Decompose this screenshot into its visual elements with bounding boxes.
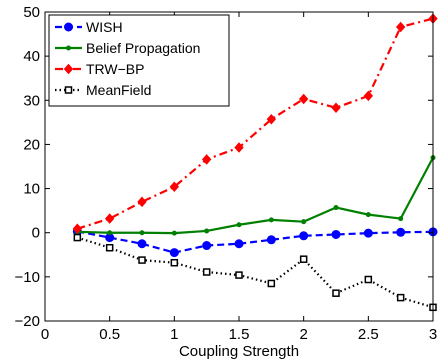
data-point (396, 227, 406, 237)
legend-label: Belief Propagation (86, 40, 200, 56)
legend-label: TRW−BP (86, 61, 144, 77)
data-point (398, 216, 404, 222)
ticks-layer (44, 11, 434, 322)
legend-marker (66, 45, 71, 51)
series-0 (72, 226, 438, 258)
y-tick-label: 20 (23, 136, 40, 153)
x-tick-label: 2.5 (358, 326, 379, 343)
x-tick-label: 0.5 (99, 326, 120, 343)
y-tick-label: 10 (23, 181, 40, 198)
data-point (73, 233, 82, 242)
data-point (395, 21, 406, 33)
data-point (169, 248, 179, 258)
series-line (77, 157, 434, 235)
data-point (333, 205, 339, 211)
data-point (138, 256, 146, 264)
series-1 (74, 155, 436, 236)
data-point (137, 239, 147, 249)
data-point (234, 239, 244, 249)
data-point (137, 196, 147, 208)
series-3 (73, 233, 437, 312)
legend-item: MeanField (55, 82, 151, 98)
y-tick-label: 40 (23, 48, 40, 65)
series-2 (72, 13, 438, 234)
legend: WISH Belief Propagation TRW−BP MeanField (48, 14, 230, 107)
legend-item: WISH (55, 19, 123, 35)
legend-item: TRW−BP (55, 61, 144, 77)
data-point (363, 90, 374, 102)
data-point (331, 102, 341, 114)
data-point (72, 223, 83, 234)
series-layer (72, 13, 438, 312)
data-point (104, 213, 115, 224)
data-point (139, 230, 145, 236)
data-point (202, 268, 211, 276)
data-point (267, 279, 276, 288)
legend-marker (64, 22, 73, 32)
data-point (201, 154, 212, 165)
data-point (299, 255, 308, 263)
legend-label: MeanField (86, 82, 151, 98)
data-point (364, 275, 373, 284)
data-point (268, 217, 274, 223)
series-line (77, 230, 434, 254)
data-point (236, 222, 242, 228)
y-tick-label: 50 (23, 4, 40, 21)
data-point (298, 93, 309, 105)
data-point (266, 235, 276, 245)
data-point (169, 181, 180, 193)
data-point (266, 114, 277, 125)
y-tick-label: −10 (15, 269, 40, 286)
x-axis-label: Coupling Strength (179, 343, 299, 360)
y-tick-label: −20 (15, 313, 40, 330)
data-point (170, 258, 179, 267)
data-point (363, 228, 373, 238)
series-line (77, 17, 434, 230)
x-tick-label: 1 (170, 326, 178, 343)
data-point (234, 142, 244, 153)
data-point (171, 230, 177, 236)
tick-labels-layer: 0 0.5 1 1.5 2 2.5 3 −20 −10 0 10 20 30 40 50 (15, 4, 438, 343)
x-tick-label: 0 (41, 326, 49, 343)
y-tick-label: 0 (32, 225, 40, 242)
data-point (301, 219, 307, 225)
legend-item: Belief Propagation (55, 40, 200, 56)
x-tick-label: 3 (429, 326, 437, 343)
legend-marker (63, 63, 74, 75)
x-tick-label: 2 (299, 326, 307, 343)
data-point (396, 293, 405, 302)
data-point (204, 228, 210, 234)
legend-label: WISH (86, 19, 123, 35)
series-line (77, 236, 434, 309)
x-tick-label: 1.5 (229, 326, 250, 343)
y-tick-label: 30 (23, 92, 40, 109)
data-point (107, 230, 113, 236)
data-point (331, 229, 341, 239)
data-point (105, 243, 114, 252)
data-point (235, 271, 243, 279)
data-point (332, 289, 340, 297)
data-point (202, 241, 212, 251)
legend-marker (64, 86, 73, 94)
data-point (365, 212, 371, 218)
data-point (299, 231, 309, 241)
